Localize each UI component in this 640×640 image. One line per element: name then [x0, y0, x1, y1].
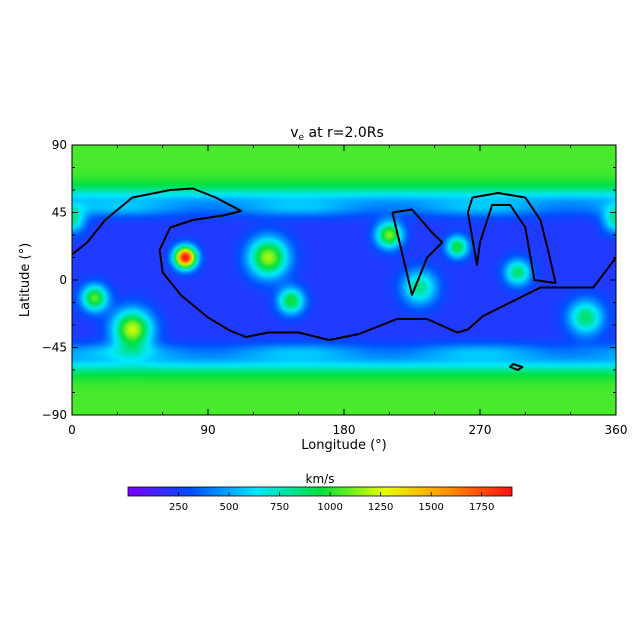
title-suffix: at r=2.0Rs — [304, 125, 384, 141]
colorbar-ticks: 250 500 750 1000 1250 1500 1750 — [169, 492, 494, 513]
neutral-line-1 — [391, 208, 444, 296]
heatmap-field — [72, 145, 616, 415]
colorbar-tick-label: 500 — [220, 502, 239, 513]
colorbar-tick-label: 1500 — [418, 502, 443, 513]
x-tick-label: 360 — [605, 423, 628, 437]
title-main: v — [290, 125, 298, 141]
y-tick-label: 45 — [52, 206, 67, 220]
title-subscript: e — [299, 133, 305, 143]
colorbar-tick-label: 1000 — [317, 502, 342, 513]
x-tick-label: 270 — [469, 423, 492, 437]
colorbar — [127, 486, 513, 497]
y-tick-label: 0 — [59, 273, 67, 287]
colorbar-tick-label: 1250 — [368, 502, 393, 513]
x-tick-label: 180 — [333, 423, 356, 437]
y-tick-label: −90 — [42, 408, 67, 422]
y-axis-label: Latitude (°) — [18, 243, 33, 317]
y-tick-label: 90 — [52, 138, 67, 152]
neutral-line-3 — [509, 363, 524, 371]
neutral-line-contours — [72, 187, 616, 371]
x-axis-label: Longitude (°) — [301, 438, 386, 453]
y-axis: 90 45 0 −45 −90 — [42, 138, 616, 422]
x-axis: 0 90 180 270 360 — [68, 145, 627, 437]
neutral-line-2 — [466, 192, 557, 284]
colorbar-tick-label: 250 — [169, 502, 188, 513]
x-tick-label: 0 — [68, 423, 76, 437]
y-tick-label: −45 — [42, 341, 67, 355]
colorbar-tick-label: 750 — [270, 502, 289, 513]
neutral-line-0 — [72, 187, 616, 341]
colorbar-label: km/s — [306, 472, 335, 486]
colorbar-tick-label: 1750 — [469, 502, 494, 513]
chart-title: ve at r=2.0Rs — [290, 125, 384, 143]
x-tick-label: 90 — [200, 423, 215, 437]
heatmap-image — [72, 145, 616, 415]
